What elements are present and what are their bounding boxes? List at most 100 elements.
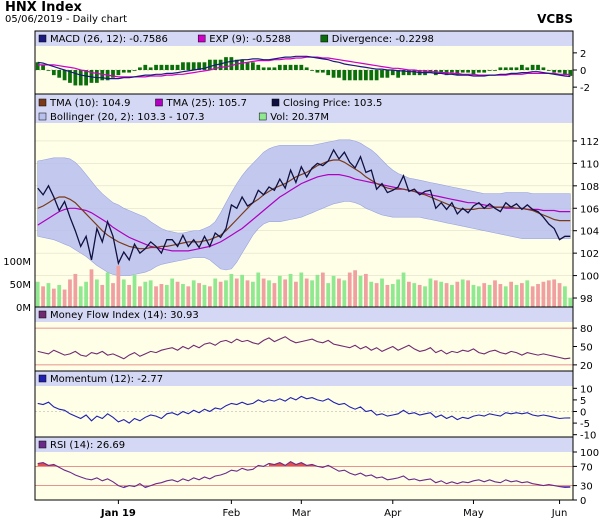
divergence-bar <box>450 70 454 73</box>
momentum-legend-text-0: Momentum (12): -2.77 <box>50 374 163 385</box>
divergence-bar <box>482 70 487 73</box>
closing-price-line <box>37 148 571 266</box>
volume-bar <box>476 286 481 307</box>
divergence-bar <box>390 70 395 76</box>
volume-bar <box>46 283 51 307</box>
macd-tick-label-0: 2 <box>580 49 586 60</box>
divergence-bar <box>170 64 175 70</box>
volume-bar <box>433 280 438 307</box>
volume-bar <box>417 284 422 307</box>
divergence-bar <box>62 70 67 81</box>
divergence-bar <box>385 70 390 78</box>
divergence-bar <box>294 64 298 70</box>
rsi-legend-bg <box>35 437 573 452</box>
volume-bar <box>299 272 304 307</box>
volume-bar <box>62 289 67 307</box>
volume-bar <box>229 273 234 307</box>
volume-tick-label-1: 50M <box>10 280 31 291</box>
price-row1-legend-swatch-1 <box>155 98 163 107</box>
macd-legend-text-0: MACD (26, 12): -0.7586 <box>50 34 168 45</box>
volume-bar <box>487 284 492 307</box>
volume-bar <box>331 275 336 307</box>
divergence-bar <box>331 70 336 78</box>
divergence-bar <box>546 70 551 71</box>
divergence-bar <box>460 70 465 73</box>
volume-bar <box>466 280 470 307</box>
volume-bar <box>100 284 105 307</box>
rsi-legend-text-0: RSI (14): 26.69 <box>50 440 125 451</box>
divergence-bar <box>401 70 406 76</box>
tma10-line <box>37 159 571 250</box>
volume-bar <box>310 280 314 307</box>
price-row1-legend-text-2: Closing Price: 103.5 <box>283 98 382 109</box>
divergence-bar <box>186 62 191 70</box>
divergence-bar <box>503 67 508 70</box>
divergence-bar <box>363 70 368 81</box>
volume-bar <box>353 270 357 307</box>
price-tick-label-4: 104 <box>580 227 599 238</box>
divergence-bar <box>191 62 196 70</box>
divergence-bar <box>498 67 503 70</box>
volume-bar <box>51 288 56 307</box>
momentum-tick-label-1: 5 <box>580 396 586 407</box>
price-legend-bg <box>35 94 573 123</box>
divergence-bar <box>164 64 169 70</box>
divergence-bar <box>267 67 271 70</box>
volume-bar <box>380 278 384 307</box>
chart-title: HNX Index <box>5 0 82 15</box>
volume-bar <box>207 286 212 307</box>
divergence-bar <box>143 64 148 70</box>
volume-bar <box>520 283 524 307</box>
divergence-bar <box>299 64 304 70</box>
divergence-bar <box>132 70 137 71</box>
divergence-bar <box>288 64 293 70</box>
volume-bar <box>148 280 153 307</box>
divergence-bar <box>326 70 331 76</box>
divergence-bar <box>138 67 142 70</box>
divergence-bar <box>256 64 261 70</box>
divergence-bar <box>35 62 40 70</box>
divergence-bar <box>380 70 384 78</box>
volume-bar <box>127 284 132 307</box>
price-tick-label-1: 110 <box>580 159 599 170</box>
volume-tick-label-2: 0M <box>16 303 31 314</box>
volume-bar <box>57 284 62 307</box>
divergence-bar <box>466 70 470 73</box>
volume-bar <box>423 286 427 307</box>
divergence-bar <box>536 64 540 70</box>
volume-bar <box>514 284 519 307</box>
divergence-bar <box>127 70 132 73</box>
macd-legend-swatch-1 <box>197 34 206 43</box>
volume-bar <box>294 281 298 307</box>
divergence-bar <box>240 59 245 70</box>
divergence-bar <box>68 70 72 83</box>
volume-bar <box>78 286 83 307</box>
volume-bar <box>385 284 390 307</box>
macd-line <box>37 55 571 80</box>
price-row2-legend-text-0: Bollinger (20, 2): 103.3 - 107.3 <box>50 112 204 123</box>
volume-bar <box>170 278 175 307</box>
volume-bar <box>568 297 573 307</box>
volume-bar <box>84 281 88 307</box>
brand-label: VCBS <box>537 12 573 26</box>
divergence-bar <box>310 70 314 71</box>
divergence-bar <box>374 70 379 81</box>
divergence-bar <box>525 67 530 70</box>
volume-bar <box>245 280 250 307</box>
divergence-bar <box>197 62 201 70</box>
divergence-bar <box>78 70 83 86</box>
bollinger-band <box>37 139 571 276</box>
chart-subtitle: 05/06/2019 - Daily chart <box>5 14 128 25</box>
tma25-line <box>37 174 571 252</box>
volume-bar <box>525 280 530 307</box>
volume-bar <box>498 284 503 307</box>
mfi-tick-label-0: 80 <box>580 324 593 335</box>
divergence-bar <box>396 70 401 78</box>
volume-bar <box>197 283 201 307</box>
macd-legend-text-1: EXP (9): -0.5288 <box>209 34 291 45</box>
divergence-bar <box>514 67 519 70</box>
momentum-line <box>37 395 571 424</box>
divergence-bar <box>175 64 180 70</box>
macd-legend-text-2: Divergence: -0.2298 <box>332 34 434 45</box>
